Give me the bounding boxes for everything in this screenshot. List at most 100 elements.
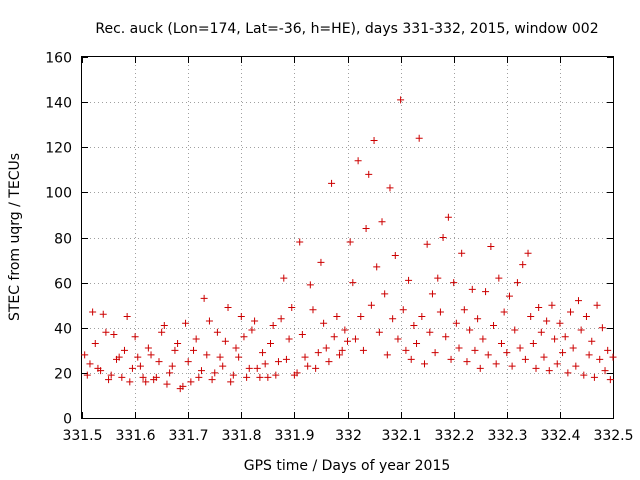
data-point-marker — [580, 371, 588, 379]
data-point-marker — [492, 360, 500, 368]
x-tick-label: 332.1 — [381, 428, 421, 444]
data-point-marker — [588, 337, 596, 345]
data-point-marker — [609, 353, 617, 361]
data-point-marker — [144, 344, 152, 352]
data-point-marker — [381, 290, 389, 298]
data-point-marker — [354, 157, 362, 165]
data-point-marker — [373, 263, 381, 271]
data-point-marker — [325, 358, 333, 366]
data-point-marker — [208, 376, 216, 384]
data-point-marker — [89, 308, 97, 316]
data-point-marker — [420, 360, 428, 368]
x-tick-label: 332.3 — [487, 428, 527, 444]
data-point-marker — [317, 258, 325, 266]
x-tick-label: 332.2 — [434, 428, 474, 444]
data-point-marker — [213, 328, 221, 336]
data-point-marker — [479, 335, 487, 343]
data-points — [81, 96, 617, 393]
data-point-marker — [431, 349, 439, 357]
data-point-marker — [91, 340, 99, 348]
data-point-marker — [413, 340, 421, 348]
data-point-marker — [503, 349, 511, 357]
data-point-marker — [251, 317, 259, 325]
data-point-marker — [219, 362, 227, 370]
data-point-marker — [529, 340, 537, 348]
data-point-marker — [569, 344, 577, 352]
y-tick-label: 80 — [54, 232, 72, 248]
data-point-marker — [264, 373, 272, 381]
data-point-marker — [490, 321, 498, 329]
x-tick-label: 332.5 — [593, 428, 633, 444]
data-point-marker — [508, 362, 516, 370]
data-point-marker — [391, 252, 399, 260]
data-point-marker — [511, 326, 519, 334]
data-point-marker — [142, 378, 150, 386]
data-point-marker — [256, 373, 264, 381]
data-point-marker — [83, 371, 91, 379]
data-point-marker — [221, 337, 229, 345]
data-point-marker — [102, 328, 110, 336]
y-tick-label: 120 — [45, 141, 72, 157]
data-point-marker — [312, 364, 320, 372]
x-axis-label: GPS time / Days of year 2015 — [244, 458, 451, 474]
data-point-marker — [301, 353, 309, 361]
data-point-marker — [237, 312, 245, 320]
data-point-marker — [158, 328, 166, 336]
data-point-marker — [450, 279, 458, 287]
data-point-marker — [359, 346, 367, 354]
data-point-marker — [482, 288, 490, 296]
data-point-marker — [442, 333, 450, 341]
data-point-marker — [338, 346, 346, 354]
data-point-marker — [304, 362, 312, 370]
data-point-marker — [168, 362, 176, 370]
data-point-marker — [418, 312, 426, 320]
y-tick-label: 160 — [45, 51, 72, 67]
data-point-marker — [471, 346, 479, 354]
data-point-marker — [190, 346, 198, 354]
data-point-marker — [505, 292, 513, 300]
data-point-marker — [460, 306, 468, 314]
data-point-marker — [267, 340, 275, 348]
data-point-marker — [227, 378, 235, 386]
data-point-marker — [601, 367, 609, 375]
data-point-marker — [399, 306, 407, 314]
data-point-marker — [535, 303, 543, 311]
data-point-marker — [229, 371, 237, 379]
data-point-marker — [357, 312, 365, 320]
data-point-marker — [205, 317, 213, 325]
data-point-marker — [596, 355, 604, 363]
data-point-marker — [341, 326, 349, 334]
data-point-marker — [524, 249, 532, 257]
data-point-marker — [497, 340, 505, 348]
data-point-marker — [320, 319, 328, 327]
data-point-marker — [351, 335, 359, 343]
data-point-marker — [261, 360, 269, 368]
data-point-marker — [564, 369, 572, 377]
data-point-marker — [163, 380, 171, 388]
x-tick-label: 331.8 — [221, 428, 261, 444]
data-point-marker — [282, 355, 290, 363]
data-point-marker — [540, 353, 548, 361]
data-point-marker — [561, 333, 569, 341]
data-point-marker — [468, 285, 476, 293]
data-point-marker — [110, 331, 118, 339]
data-point-marker — [590, 373, 598, 381]
data-point-marker — [466, 326, 474, 334]
data-point-marker — [474, 315, 482, 323]
data-point-marker — [519, 261, 527, 269]
data-point-marker — [269, 321, 277, 329]
x-tick-label: 331.5 — [62, 428, 102, 444]
y-tick-label: 20 — [54, 367, 72, 383]
data-point-marker — [107, 371, 115, 379]
data-point-marker — [195, 373, 203, 381]
data-point-marker — [386, 184, 394, 192]
data-point-marker — [277, 315, 285, 323]
data-point-marker — [113, 355, 121, 363]
data-point-marker — [577, 326, 585, 334]
data-point-marker — [436, 308, 444, 316]
data-point-marker — [328, 179, 336, 187]
data-point-marker — [182, 319, 190, 327]
data-point-marker — [405, 276, 413, 284]
data-point-marker — [495, 274, 503, 282]
data-point-marker — [184, 358, 192, 366]
